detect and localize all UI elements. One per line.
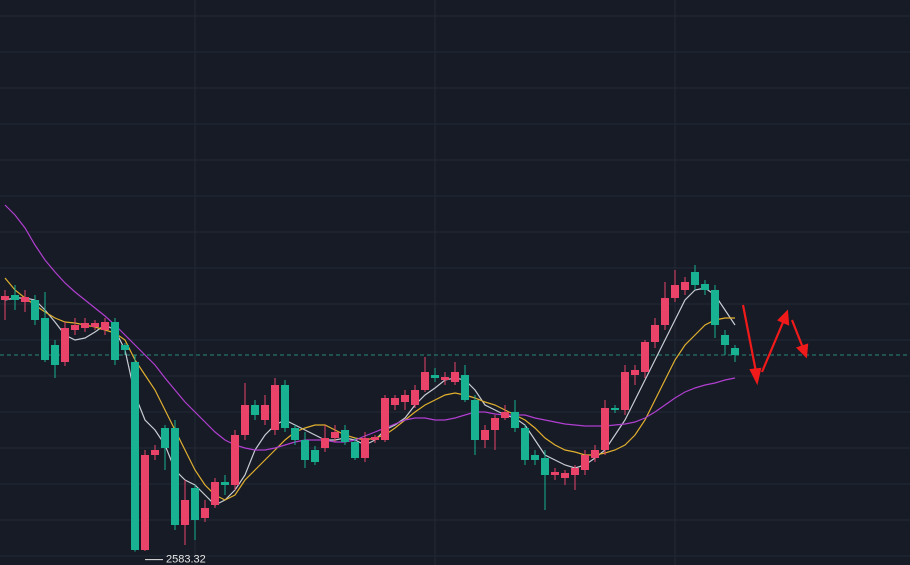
moving-average-line xyxy=(4,204,736,451)
candle-body xyxy=(361,438,369,458)
candle-body xyxy=(291,428,299,440)
candle-body xyxy=(231,435,239,485)
candle-body xyxy=(691,272,699,285)
candle-body xyxy=(381,398,389,440)
arrow-head xyxy=(777,309,790,326)
candle-body xyxy=(311,450,319,462)
candle-body xyxy=(421,372,429,390)
candle-body xyxy=(101,322,109,330)
candle-body xyxy=(461,375,469,400)
candle-body xyxy=(21,297,29,302)
candle-body xyxy=(221,482,229,485)
arrow xyxy=(760,319,786,373)
candle-body xyxy=(11,295,19,300)
candle-body xyxy=(441,377,449,380)
candle-body xyxy=(711,290,719,325)
candle-body xyxy=(81,323,89,328)
candle-body xyxy=(431,375,439,378)
candle-body xyxy=(151,450,159,455)
candle-body xyxy=(91,323,99,327)
candle-body xyxy=(121,345,129,350)
candle-body xyxy=(551,472,559,475)
candle-body xyxy=(181,500,189,525)
candle-body xyxy=(591,450,599,458)
candle-body xyxy=(731,348,739,355)
candle-body xyxy=(201,508,209,518)
candle-body xyxy=(631,370,639,375)
moving-average-line xyxy=(4,277,735,501)
candle-body xyxy=(481,430,489,440)
candle-body xyxy=(371,437,379,440)
candle-body xyxy=(621,372,629,410)
candle-body xyxy=(241,405,249,435)
candle-body xyxy=(111,322,119,360)
candle-body xyxy=(51,345,59,365)
candle-body xyxy=(401,395,409,402)
candle-body xyxy=(161,428,169,448)
annotation-arrows xyxy=(741,304,809,386)
candle-body xyxy=(71,325,79,330)
candle-body xyxy=(411,390,419,405)
candle-body xyxy=(451,372,459,382)
arrow-head xyxy=(795,343,809,359)
candle-body xyxy=(131,362,139,550)
candle-body xyxy=(251,405,259,415)
arrow xyxy=(741,304,758,373)
candle-body xyxy=(171,428,179,525)
candle-body xyxy=(571,468,579,475)
low-label: 2583.32 xyxy=(166,554,206,565)
candle-body xyxy=(301,440,309,460)
candle-body xyxy=(391,398,399,405)
candle-body xyxy=(561,473,569,478)
candle-body xyxy=(191,488,199,520)
candle-body xyxy=(491,418,499,430)
arrow-head xyxy=(749,367,762,386)
candle-body xyxy=(681,282,689,290)
candle-body xyxy=(61,328,69,362)
candle-body xyxy=(471,400,479,440)
candle-body xyxy=(521,428,529,460)
candle-body xyxy=(331,432,339,438)
plot-area: 2583.32 xyxy=(0,204,910,565)
candle-body xyxy=(581,455,589,470)
candle-body xyxy=(281,385,289,428)
candle-body xyxy=(661,298,669,325)
candle-body xyxy=(541,458,549,475)
candle-body xyxy=(31,300,39,320)
candle-body xyxy=(41,318,49,360)
candle-body xyxy=(721,335,729,345)
candle-body xyxy=(671,285,679,298)
candle-body xyxy=(1,296,9,300)
candle-body xyxy=(611,408,619,410)
candle-body xyxy=(601,408,609,450)
moving-average-line xyxy=(4,287,736,506)
candle-body xyxy=(701,284,709,290)
candle-body xyxy=(261,405,269,420)
candle-body xyxy=(341,430,349,442)
candle-body xyxy=(531,455,539,460)
candle-body xyxy=(141,455,149,550)
candle-body xyxy=(271,385,279,430)
candle-body xyxy=(501,412,509,418)
candle-body xyxy=(211,482,219,505)
candle-body xyxy=(511,412,519,428)
candle-body xyxy=(651,325,659,342)
candle-body xyxy=(321,438,329,448)
candle-body xyxy=(641,342,649,372)
candle-body xyxy=(351,442,359,458)
arrow xyxy=(790,319,805,349)
